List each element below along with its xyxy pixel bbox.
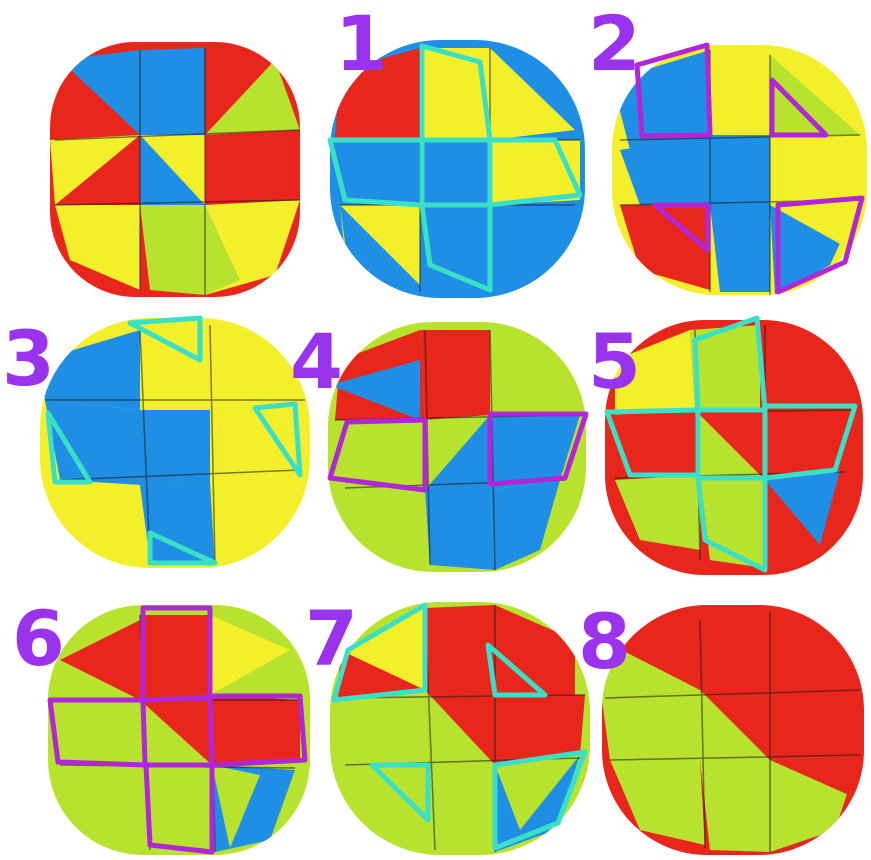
highlight-step-6 [47, 605, 308, 855]
highlight-step-5 [604, 315, 858, 573]
cube-step-6 [48, 605, 310, 855]
step-label-7: 7 [305, 594, 358, 683]
highlight-step-3 [45, 315, 303, 566]
cube-step-0 [50, 42, 300, 297]
step-labels: 1 2 3 4 5 6 7 8 [2, 0, 641, 686]
step-label-1: 1 [335, 0, 388, 88]
highlight-step-7 [331, 602, 588, 851]
cube-step-1 [330, 40, 585, 298]
cube-step-8 [602, 605, 864, 855]
highlight-step-2 [634, 42, 865, 295]
cube-step-4 [328, 322, 586, 572]
step-label-5: 5 [588, 317, 641, 406]
highlight-step-1 [327, 43, 583, 293]
step-label-8: 8 [578, 597, 631, 686]
cube-step-7 [330, 602, 590, 855]
step-label-2: 2 [588, 0, 641, 88]
step-label-4: 4 [290, 317, 343, 406]
cube-step-2 [612, 45, 867, 295]
cube-step-3 [40, 318, 310, 568]
step-label-3: 3 [2, 314, 55, 403]
step-label-6: 6 [12, 594, 65, 683]
cube-step-5 [605, 320, 863, 575]
highlight-step-4 [327, 411, 589, 493]
